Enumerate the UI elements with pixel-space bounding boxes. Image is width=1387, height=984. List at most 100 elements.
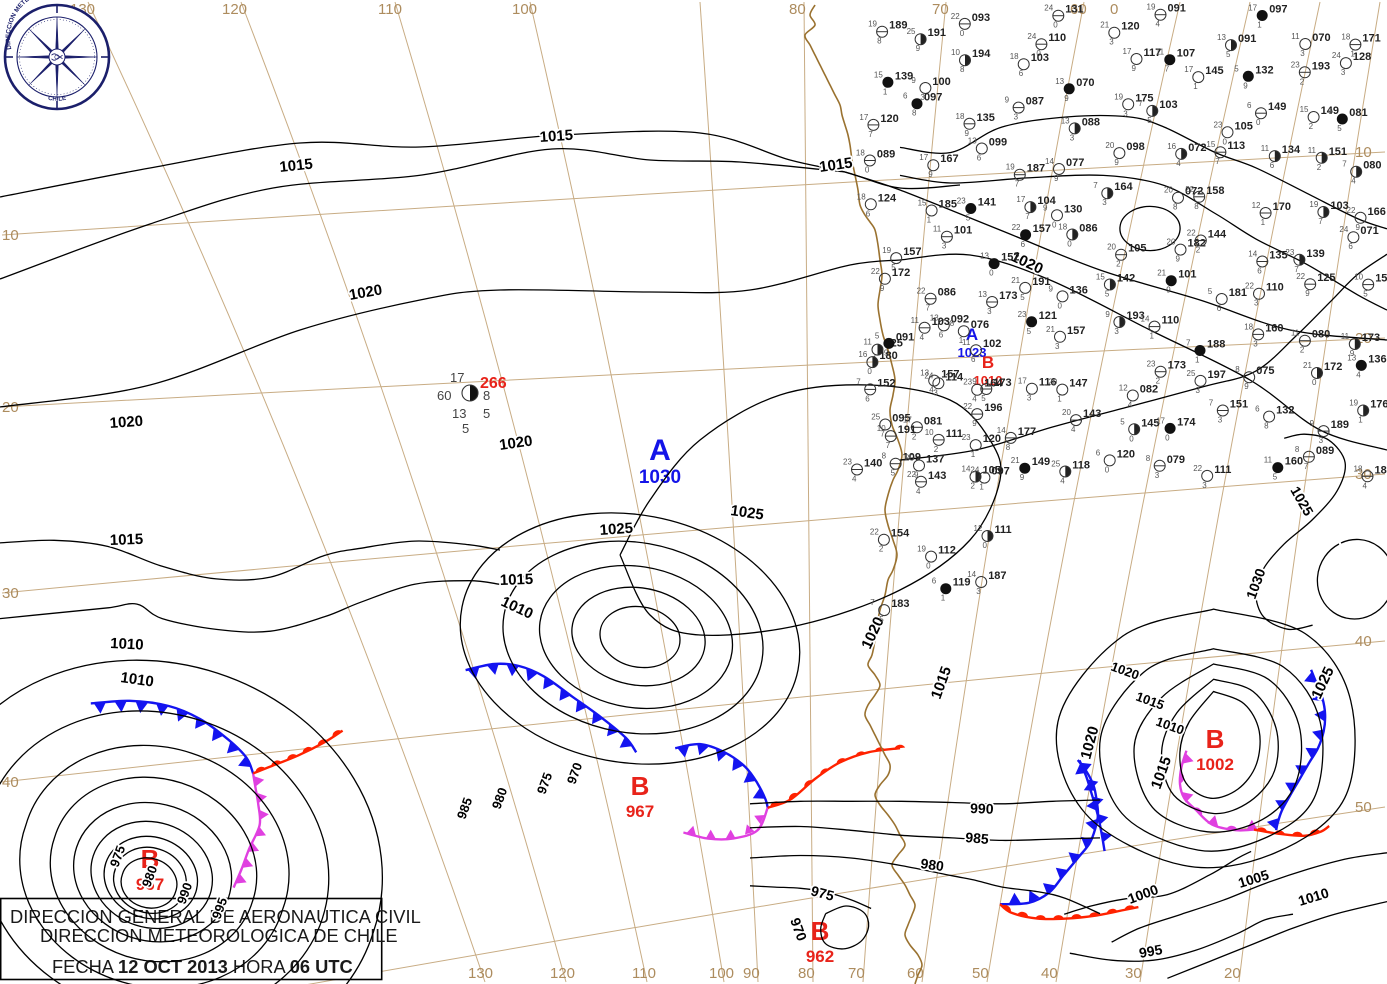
svg-text:173: 173 xyxy=(999,290,1017,302)
svg-text:23: 23 xyxy=(963,378,972,387)
svg-text:22: 22 xyxy=(917,287,926,296)
svg-text:0: 0 xyxy=(960,29,965,38)
svg-text:19: 19 xyxy=(1006,163,1015,172)
svg-text:6: 6 xyxy=(1247,101,1252,110)
svg-text:1020: 1020 xyxy=(498,432,533,453)
svg-text:2: 2 xyxy=(934,445,939,454)
svg-text:9: 9 xyxy=(1166,286,1171,295)
svg-text:9: 9 xyxy=(928,170,933,179)
svg-text:9: 9 xyxy=(1064,94,1069,103)
svg-text:101: 101 xyxy=(1178,269,1196,281)
svg-text:189: 189 xyxy=(1331,419,1349,431)
svg-text:070: 070 xyxy=(1312,32,1330,44)
svg-text:8: 8 xyxy=(950,319,955,328)
svg-text:110: 110 xyxy=(632,965,656,982)
svg-text:177: 177 xyxy=(1018,426,1036,438)
svg-text:4: 4 xyxy=(1128,401,1133,410)
svg-text:075: 075 xyxy=(1256,365,1274,377)
svg-text:4: 4 xyxy=(972,395,977,404)
svg-text:1010: 1010 xyxy=(1296,884,1331,908)
svg-text:196: 196 xyxy=(984,402,1002,414)
svg-text:6: 6 xyxy=(1217,304,1222,313)
svg-text:0: 0 xyxy=(1105,465,1110,474)
svg-text:25: 25 xyxy=(1187,369,1196,378)
svg-text:23: 23 xyxy=(962,433,971,442)
svg-text:80: 80 xyxy=(789,1,806,18)
svg-text:3: 3 xyxy=(1070,133,1075,142)
svg-text:1010: 1010 xyxy=(119,669,154,690)
svg-text:111: 111 xyxy=(1214,464,1231,476)
svg-text:21: 21 xyxy=(1011,276,1020,285)
svg-text:120: 120 xyxy=(983,433,1001,445)
svg-text:5: 5 xyxy=(1147,116,1152,125)
svg-text:15: 15 xyxy=(1096,273,1105,282)
svg-text:5: 5 xyxy=(966,214,971,223)
svg-text:23: 23 xyxy=(843,458,852,467)
svg-text:967: 967 xyxy=(626,802,654,821)
svg-text:100: 100 xyxy=(932,76,950,88)
svg-text:1025: 1025 xyxy=(729,502,764,523)
svg-text:097: 097 xyxy=(991,466,1009,478)
svg-text:11: 11 xyxy=(1341,332,1350,341)
svg-text:103: 103 xyxy=(1031,52,1049,64)
svg-text:17: 17 xyxy=(919,153,928,162)
svg-text:189: 189 xyxy=(889,20,907,32)
svg-text:90: 90 xyxy=(743,965,760,982)
svg-text:10: 10 xyxy=(1354,273,1363,282)
svg-text:11: 11 xyxy=(1156,48,1165,57)
svg-text:7: 7 xyxy=(1318,217,1323,226)
svg-text:110: 110 xyxy=(1162,315,1180,327)
svg-text:2: 2 xyxy=(1300,77,1305,86)
svg-text:970: 970 xyxy=(787,916,810,944)
svg-text:24: 24 xyxy=(1044,4,1053,13)
svg-text:B: B xyxy=(982,353,994,372)
svg-text:1: 1 xyxy=(1358,416,1363,425)
svg-text:080: 080 xyxy=(1312,329,1330,341)
svg-text:151: 151 xyxy=(1329,146,1347,158)
svg-text:103: 103 xyxy=(932,316,950,328)
svg-text:24: 24 xyxy=(1027,32,1036,41)
svg-text:3: 3 xyxy=(1300,49,1305,58)
svg-text:B: B xyxy=(631,771,650,801)
svg-text:5: 5 xyxy=(1105,290,1110,299)
svg-text:131: 131 xyxy=(1065,4,1083,16)
svg-text:23: 23 xyxy=(1018,310,1027,319)
svg-text:125: 125 xyxy=(1317,272,1335,284)
svg-text:7: 7 xyxy=(870,598,875,607)
svg-text:985: 985 xyxy=(965,829,990,847)
svg-text:20: 20 xyxy=(1167,238,1176,247)
svg-text:23: 23 xyxy=(957,197,966,206)
svg-text:172: 172 xyxy=(1324,361,1342,373)
svg-text:5: 5 xyxy=(483,406,490,421)
svg-text:160: 160 xyxy=(1265,322,1283,334)
svg-text:100: 100 xyxy=(512,1,537,18)
svg-text:089: 089 xyxy=(877,149,895,161)
svg-text:5: 5 xyxy=(1234,64,1239,73)
svg-text:11: 11 xyxy=(864,338,873,347)
svg-text:172: 172 xyxy=(892,267,910,279)
svg-text:1: 1 xyxy=(883,87,888,96)
svg-text:1: 1 xyxy=(1193,82,1198,91)
svg-text:149: 149 xyxy=(1268,101,1286,113)
svg-text:9: 9 xyxy=(1114,158,1119,167)
svg-text:1: 1 xyxy=(941,594,946,603)
svg-text:081: 081 xyxy=(1349,107,1367,119)
svg-text:113: 113 xyxy=(1227,140,1245,152)
svg-text:120: 120 xyxy=(880,113,898,125)
svg-text:A: A xyxy=(649,434,671,467)
svg-text:20: 20 xyxy=(1164,186,1173,195)
svg-text:6: 6 xyxy=(1255,405,1260,414)
svg-text:5: 5 xyxy=(1208,287,1213,296)
svg-text:13: 13 xyxy=(980,252,989,261)
svg-text:143: 143 xyxy=(1083,408,1101,420)
svg-text:13: 13 xyxy=(1061,116,1070,125)
svg-text:185: 185 xyxy=(939,199,957,211)
svg-text:2: 2 xyxy=(1196,246,1201,255)
svg-text:3: 3 xyxy=(1202,481,1207,490)
svg-text:18: 18 xyxy=(1354,464,1363,473)
svg-text:15: 15 xyxy=(1206,140,1215,149)
svg-text:975: 975 xyxy=(809,882,836,904)
svg-text:20: 20 xyxy=(2,399,19,416)
svg-text:21: 21 xyxy=(1157,269,1166,278)
svg-text:3: 3 xyxy=(1155,471,1160,480)
